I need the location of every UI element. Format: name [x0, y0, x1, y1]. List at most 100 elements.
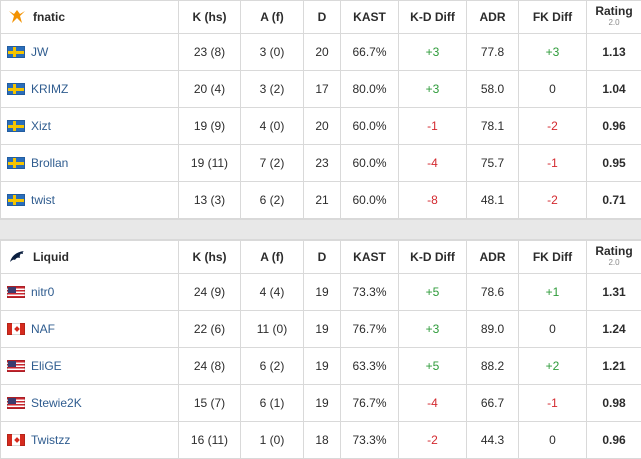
col-header-k-hs[interactable]: K (hs)	[179, 241, 241, 274]
player-cell: JW	[1, 34, 179, 71]
team-stats-table-liquid: Liquid K (hs) A (f) D KAST K-D Diff ADR …	[0, 240, 641, 459]
rating-version: 2.0	[587, 257, 641, 268]
rating-cell: 1.21	[587, 348, 641, 385]
col-header-fk-diff[interactable]: FK Diff	[519, 241, 587, 274]
kast-cell: 66.7%	[341, 34, 399, 71]
rating-cell: 1.24	[587, 311, 641, 348]
col-header-rating[interactable]: Rating 2.0	[587, 1, 641, 34]
player-name-link[interactable]: Xizt	[31, 119, 51, 133]
player-cell: EliGE	[1, 348, 179, 385]
kills-hs-cell: 16 (11)	[179, 422, 241, 459]
deaths-cell: 19	[304, 385, 341, 422]
team-header[interactable]: Liquid	[1, 241, 179, 274]
usa-flag-icon	[7, 286, 25, 298]
assists-flash-cell: 4 (0)	[241, 108, 304, 145]
player-cell: twist	[1, 182, 179, 219]
kast-cell: 76.7%	[341, 385, 399, 422]
team-name[interactable]: Liquid	[33, 250, 69, 264]
fk-diff-cell: -1	[519, 145, 587, 182]
player-cell: NAF	[1, 311, 179, 348]
col-header-kd-diff[interactable]: K-D Diff	[399, 1, 467, 34]
sweden-flag-icon	[7, 120, 25, 132]
player-name-link[interactable]: Brollan	[31, 156, 68, 170]
rating-cell: 0.96	[587, 422, 641, 459]
player-name-link[interactable]: JW	[31, 45, 48, 59]
player-name-link[interactable]: NAF	[31, 322, 55, 336]
adr-cell: 44.3	[467, 422, 519, 459]
player-name-link[interactable]: nitr0	[31, 285, 54, 299]
col-header-a-f[interactable]: A (f)	[241, 241, 304, 274]
rating-cell: 1.31	[587, 274, 641, 311]
col-header-a-f[interactable]: A (f)	[241, 1, 304, 34]
rating-version: 2.0	[587, 17, 641, 28]
adr-cell: 89.0	[467, 311, 519, 348]
col-header-d[interactable]: D	[304, 1, 341, 34]
fk-diff-cell: +3	[519, 34, 587, 71]
player-cell: KRIMZ	[1, 71, 179, 108]
kills-hs-cell: 19 (9)	[179, 108, 241, 145]
sweden-flag-icon	[7, 157, 25, 169]
team-header[interactable]: fnatic	[1, 1, 179, 34]
assists-flash-cell: 6 (2)	[241, 348, 304, 385]
assists-flash-cell: 7 (2)	[241, 145, 304, 182]
rating-cell: 0.71	[587, 182, 641, 219]
deaths-cell: 18	[304, 422, 341, 459]
assists-flash-cell: 1 (0)	[241, 422, 304, 459]
team-name[interactable]: fnatic	[33, 10, 65, 24]
assists-flash-cell: 6 (2)	[241, 182, 304, 219]
kast-cell: 60.0%	[341, 182, 399, 219]
col-header-kd-diff[interactable]: K-D Diff	[399, 241, 467, 274]
col-header-d[interactable]: D	[304, 241, 341, 274]
kills-hs-cell: 15 (7)	[179, 385, 241, 422]
deaths-cell: 19	[304, 274, 341, 311]
kd-diff-cell: -1	[399, 108, 467, 145]
canada-flag-icon	[7, 323, 25, 335]
player-name-link[interactable]: Twistzz	[31, 433, 70, 447]
col-header-rating[interactable]: Rating 2.0	[587, 241, 641, 274]
adr-cell: 77.8	[467, 34, 519, 71]
assists-flash-cell: 11 (0)	[241, 311, 304, 348]
col-header-kast[interactable]: KAST	[341, 1, 399, 34]
kills-hs-cell: 20 (4)	[179, 71, 241, 108]
player-cell: Brollan	[1, 145, 179, 182]
kast-cell: 60.0%	[341, 108, 399, 145]
player-name-link[interactable]: EliGE	[31, 359, 62, 373]
kast-cell: 80.0%	[341, 71, 399, 108]
player-name-link[interactable]: Stewie2K	[31, 396, 82, 410]
kast-cell: 73.3%	[341, 422, 399, 459]
kd-diff-cell: -4	[399, 145, 467, 182]
rating-cell: 0.98	[587, 385, 641, 422]
fk-diff-cell: 0	[519, 71, 587, 108]
adr-cell: 58.0	[467, 71, 519, 108]
fk-diff-cell: 0	[519, 311, 587, 348]
fk-diff-cell: -1	[519, 385, 587, 422]
assists-flash-cell: 6 (1)	[241, 385, 304, 422]
col-header-adr[interactable]: ADR	[467, 241, 519, 274]
col-header-fk-diff[interactable]: FK Diff	[519, 1, 587, 34]
adr-cell: 75.7	[467, 145, 519, 182]
player-cell: Stewie2K	[1, 385, 179, 422]
rating-cell: 1.04	[587, 71, 641, 108]
deaths-cell: 17	[304, 71, 341, 108]
col-header-adr[interactable]: ADR	[467, 1, 519, 34]
col-header-kast[interactable]: KAST	[341, 241, 399, 274]
col-header-k-hs[interactable]: K (hs)	[179, 1, 241, 34]
player-name-link[interactable]: twist	[31, 193, 55, 207]
adr-cell: 66.7	[467, 385, 519, 422]
usa-flag-icon	[7, 397, 25, 409]
adr-cell: 78.6	[467, 274, 519, 311]
sweden-flag-icon	[7, 83, 25, 95]
player-name-link[interactable]: KRIMZ	[31, 82, 68, 96]
kast-cell: 63.3%	[341, 348, 399, 385]
kills-hs-cell: 19 (11)	[179, 145, 241, 182]
kills-hs-cell: 13 (3)	[179, 182, 241, 219]
sweden-flag-icon	[7, 194, 25, 206]
